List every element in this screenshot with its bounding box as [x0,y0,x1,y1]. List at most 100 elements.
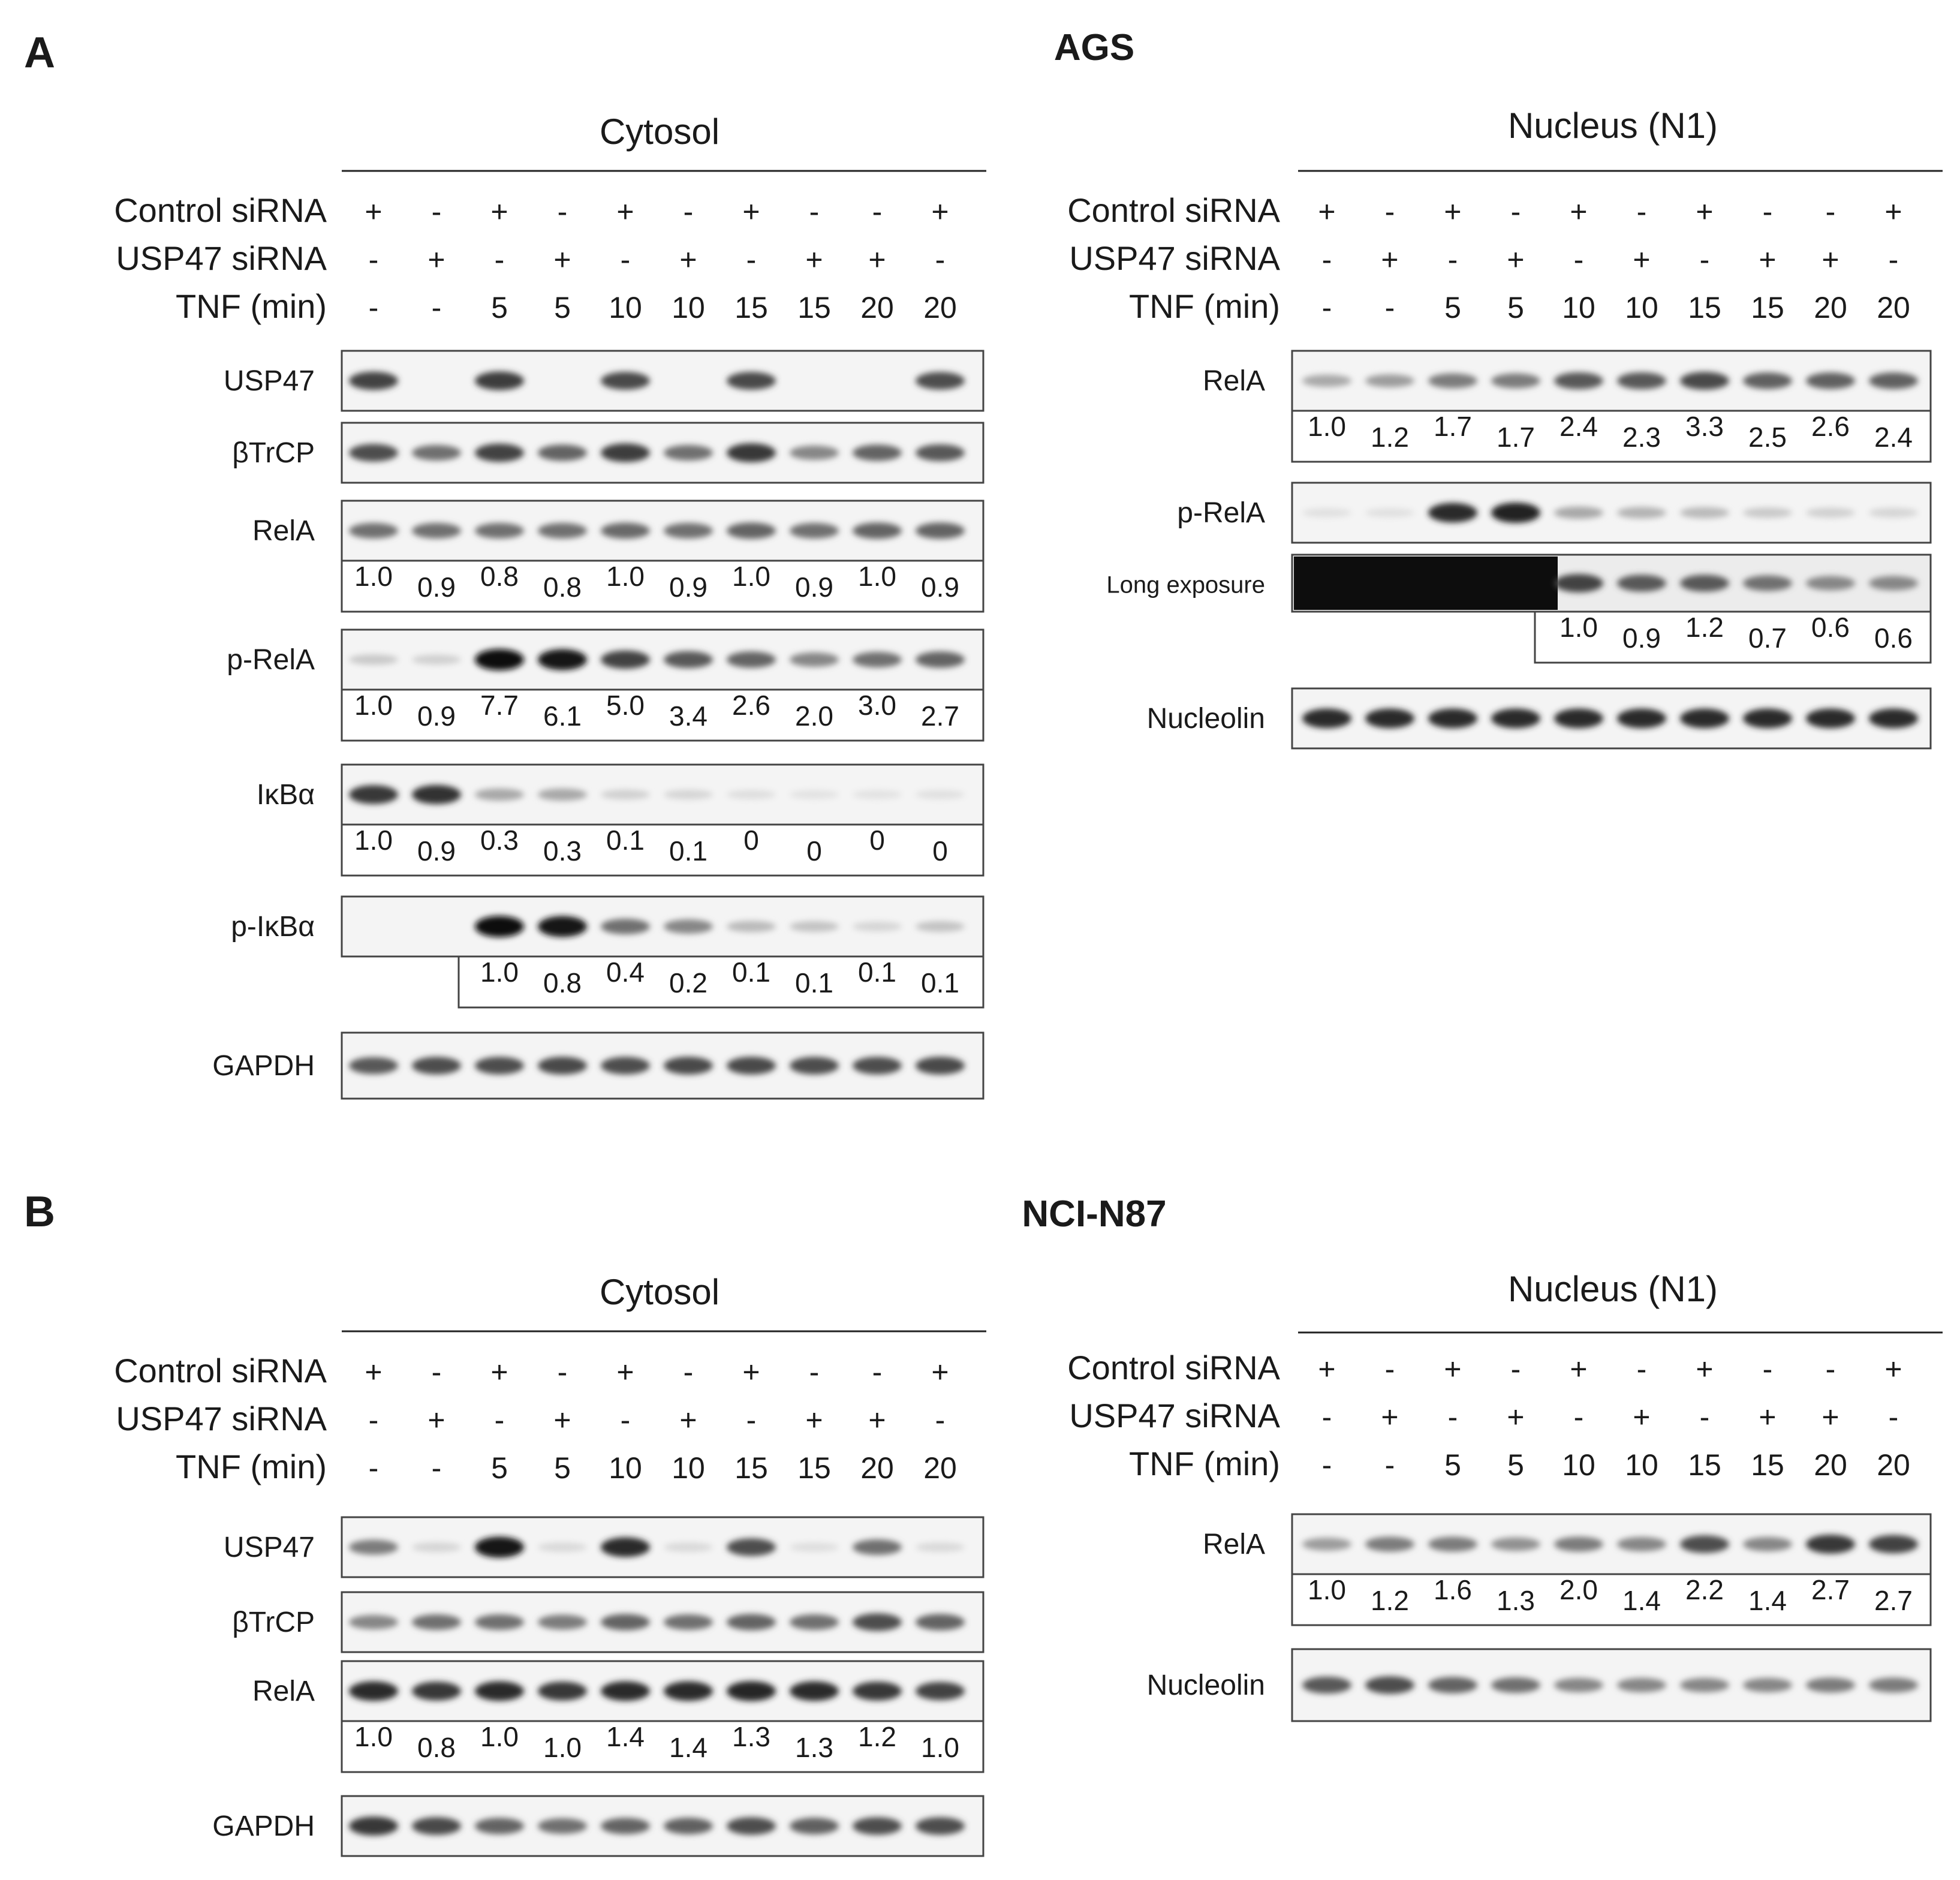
blot-rela: RelA 1.0 0.8 1.0 1.0 1.4 1.4 1.3 1.3 1.2 1.0 [252,1660,984,1773]
band [1806,576,1855,591]
band [475,522,524,539]
treatment-mark: + [1821,243,1839,276]
treatment-mark: 10 [609,1451,642,1485]
treatment-mark: - [432,1451,442,1485]
quant-value: 1.0 [354,1721,393,1752]
band [1491,373,1540,389]
band [916,790,965,799]
band [475,1536,524,1558]
band [1743,575,1792,591]
treatment-mark: + [1507,243,1524,276]
quant-value: 0.6 [1811,612,1850,643]
treatment-mark: - [1385,1352,1395,1386]
section-title: Nucleus (N1) [1508,106,1718,146]
quant-value: 1.3 [795,1732,833,1763]
treatment-mark: + [616,195,634,228]
treatment-mark: + [679,1403,697,1437]
quant-value: 0.9 [417,700,456,732]
band [1743,507,1792,518]
protein-label: Nucleolin [1147,1670,1265,1701]
band [1680,574,1729,592]
band [1617,1537,1666,1551]
panel-letter: A [24,29,55,77]
band [853,1613,902,1631]
band [1869,708,1918,729]
band [349,1816,398,1836]
band [1554,506,1603,519]
quant-value: 0.4 [606,956,645,988]
band [664,919,713,934]
quant-value: 1.0 [732,561,770,592]
band [538,1818,587,1834]
treatment-mark: + [868,243,886,276]
band [1428,1536,1477,1552]
protein-label: RelA [1203,365,1265,397]
quant-value: 1.0 [858,561,896,592]
quant-value: 1.0 [354,825,393,856]
blot-usp47: USP47 [224,1516,984,1578]
treatment-mark: + [1696,1352,1713,1386]
treatment-mark: 20 [860,1451,894,1485]
band [1806,708,1855,729]
treatment-mark: - [746,1403,757,1437]
band [1365,708,1414,729]
treatment-mark: + [1570,195,1587,228]
treatment-mark: - [1448,1400,1458,1434]
quant-value: 1.0 [606,561,645,592]
quant-value: 1.4 [1622,1585,1661,1616]
protein-label: βTrCP [232,437,315,469]
band [601,1614,650,1631]
cell-line-title: NCI-N87 [1022,1193,1166,1235]
panel-letter: B [24,1188,55,1236]
protein-label: Nucleolin [1147,703,1265,735]
treatment-mark: 15 [1688,291,1721,324]
treatment-mark: + [490,195,508,228]
treatment-mark: + [365,1355,382,1389]
quant-value: 2.7 [1874,1585,1913,1616]
protein-label: p-RelA [1177,497,1265,529]
band [916,1057,965,1075]
treatment-mark: 10 [672,291,705,324]
band [853,921,902,932]
band [601,1818,650,1834]
band [1428,503,1477,523]
blot-p-i-b-: p-IκBα 1.0 0.8 0.4 0.2 0.1 0.1 0.1 0.1 [231,895,984,1009]
cell-line-title: AGS [1054,27,1134,68]
band [1491,503,1540,523]
band [538,649,587,670]
band [412,654,461,665]
treatment-mark: - [1448,243,1458,276]
treatment-mark: - [1763,195,1773,228]
band [1554,1536,1603,1552]
band [1617,708,1666,729]
nucleus-section: Nucleus (N1) Control siRNA + - + - + - + - - + USP47… [1067,106,1943,750]
treatment-label: Control siRNA [1067,191,1280,229]
band [790,1818,839,1834]
protein-label: GAPDH [212,1050,315,1082]
treatment-mark: 10 [1625,291,1658,324]
band [601,789,650,800]
quant-value: 0.9 [1622,622,1661,654]
band [412,1614,461,1631]
band [916,444,965,462]
treatment-mark: - [1826,195,1836,228]
panel-a: A AGS Cytosol Control siRNA + - + - + - + - - + USP47 … [24,27,1943,1100]
band [1617,1678,1666,1692]
band [349,444,398,462]
protein-label: p-IκBα [231,911,315,943]
band [412,444,461,461]
treatment-mark: - [621,243,631,276]
treatment-mark: - [558,1355,568,1389]
quant-value: 0.8 [480,561,519,592]
quant-value: 2.3 [1622,422,1661,453]
treatment-mark: - [1322,243,1332,276]
band [412,1057,461,1075]
treatment-mark: - [1322,1400,1332,1434]
band [1869,576,1918,591]
band [1428,1677,1477,1693]
quant-value: 1.4 [606,1721,645,1752]
quant-value: 1.4 [669,1732,707,1763]
treatment-mark: 15 [1688,1448,1721,1482]
band [412,522,461,539]
